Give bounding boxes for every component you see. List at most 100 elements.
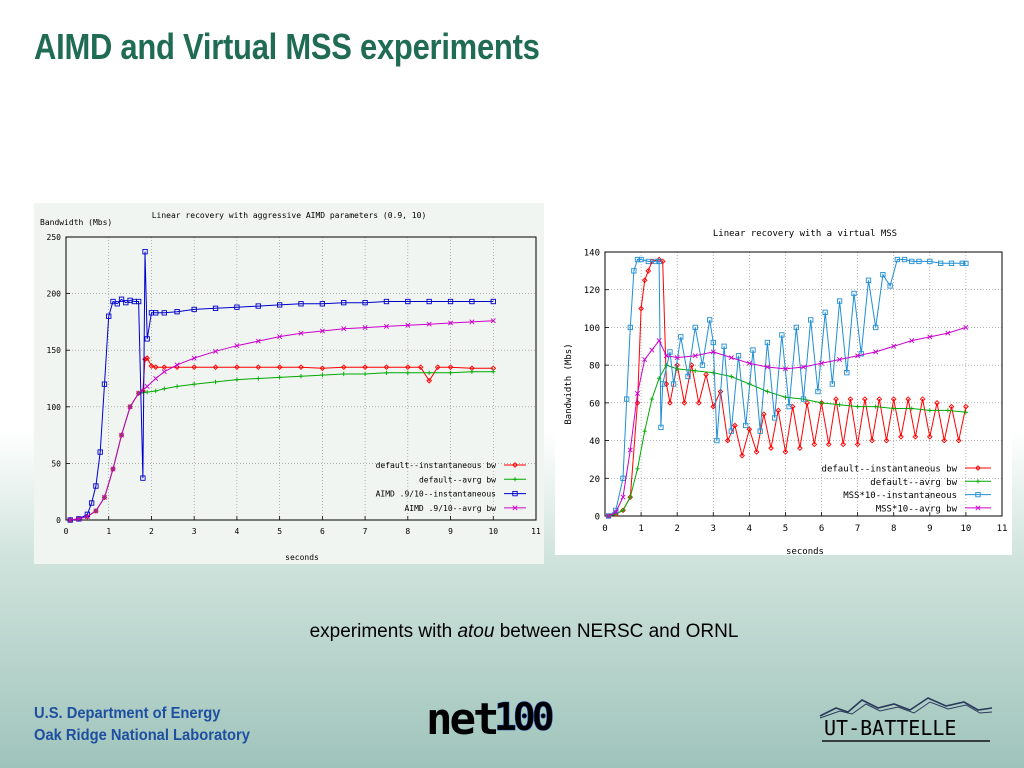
y-tick-label: 120 — [584, 286, 600, 296]
x-tick-label: 0 — [602, 524, 607, 534]
x-tick-label: 9 — [448, 527, 453, 536]
data-point — [851, 290, 857, 297]
y-tick-label: 80 — [589, 362, 600, 372]
x-tick-label: 1 — [106, 527, 111, 536]
legend-label: default--avrg bw — [870, 478, 957, 488]
data-point — [645, 258, 651, 265]
data-point — [620, 494, 626, 500]
data-point — [174, 384, 180, 389]
data-point — [426, 321, 432, 327]
data-point — [670, 381, 677, 387]
data-point — [106, 313, 112, 319]
data-point — [948, 260, 955, 266]
data-point — [426, 298, 432, 305]
data-point — [836, 298, 843, 304]
data-point — [735, 353, 742, 359]
data-point — [426, 377, 433, 384]
data-point — [912, 433, 919, 440]
data-point — [909, 338, 915, 344]
x-tick-label: 3 — [192, 527, 197, 536]
data-point — [779, 332, 785, 338]
series-line — [70, 320, 494, 521]
data-point — [764, 364, 770, 370]
data-point — [234, 343, 240, 349]
data-point — [255, 303, 261, 309]
data-point — [732, 422, 738, 429]
data-point — [631, 268, 637, 274]
data-point — [93, 508, 99, 514]
data-point — [764, 339, 771, 346]
data-point — [862, 396, 868, 402]
data-point — [627, 447, 633, 453]
data-point — [638, 305, 644, 312]
data-point — [153, 388, 158, 394]
x-tick-label: 3 — [711, 524, 716, 534]
data-point — [927, 334, 933, 340]
y-tick-label: 50 — [51, 459, 61, 468]
y-tick-label: 60 — [589, 399, 600, 409]
data-point — [152, 364, 159, 371]
x-axis-label: seconds — [285, 553, 319, 562]
data-point — [844, 370, 850, 376]
x-tick-label: 8 — [405, 527, 410, 536]
data-point — [829, 381, 836, 387]
data-point — [101, 381, 108, 387]
series-2 — [67, 249, 496, 523]
data-point — [855, 404, 860, 409]
chart-panel-virtual-mss: 0 1 2 3 4 5 6 7 8 9 10 11 0 20 40 60 80 100 120 140 Linear r… — [555, 221, 1012, 557]
data-point — [786, 403, 792, 410]
data-point — [212, 305, 219, 311]
x-tick-label: 2 — [674, 524, 679, 534]
data-point — [890, 396, 897, 402]
x-tick-label: 1 — [638, 524, 643, 534]
data-point — [212, 364, 219, 371]
caption-italic-term: atou — [457, 621, 495, 642]
data-point — [649, 396, 655, 402]
data-point — [620, 475, 626, 481]
data-point — [234, 377, 240, 382]
series-3 — [67, 318, 496, 523]
data-point — [724, 437, 731, 444]
data-point — [613, 509, 619, 515]
data-point — [710, 403, 717, 410]
data-point — [634, 256, 641, 263]
plot-frame — [65, 236, 537, 521]
data-point — [88, 500, 95, 506]
y-axis-label: Bandwidth (Mbs) — [564, 343, 574, 424]
data-point — [319, 328, 325, 334]
data-point — [340, 364, 347, 371]
y-tick-label: 40 — [589, 437, 600, 447]
data-point — [693, 368, 698, 373]
data-point — [153, 310, 159, 316]
data-point — [276, 364, 283, 371]
data-point — [825, 441, 832, 448]
data-point — [448, 370, 453, 376]
data-point — [638, 256, 644, 263]
data-point — [191, 381, 197, 387]
data-point — [469, 298, 475, 305]
data-point — [110, 466, 116, 472]
data-point — [782, 449, 789, 455]
data-point — [144, 383, 150, 389]
data-point — [362, 364, 368, 371]
legend-marker — [975, 505, 981, 511]
plot-frame — [604, 251, 1003, 517]
y-tick-label: 150 — [47, 346, 62, 355]
legend-label: AIMD .9/10--instantaneous — [376, 490, 497, 499]
data-point — [710, 349, 716, 355]
data-point — [447, 298, 454, 305]
data-point — [627, 494, 634, 500]
data-point — [341, 371, 346, 377]
x-tick-label: 4 — [234, 527, 239, 536]
x-tick-label: 2 — [149, 527, 154, 536]
data-point — [114, 301, 120, 307]
data-point — [490, 318, 496, 324]
data-point — [959, 260, 965, 266]
data-point — [417, 364, 424, 371]
x-tick-label: 6 — [320, 527, 325, 536]
data-point — [746, 426, 753, 433]
series-line — [608, 259, 966, 517]
data-point — [658, 424, 664, 431]
data-point — [728, 355, 734, 361]
data-point — [84, 514, 90, 520]
